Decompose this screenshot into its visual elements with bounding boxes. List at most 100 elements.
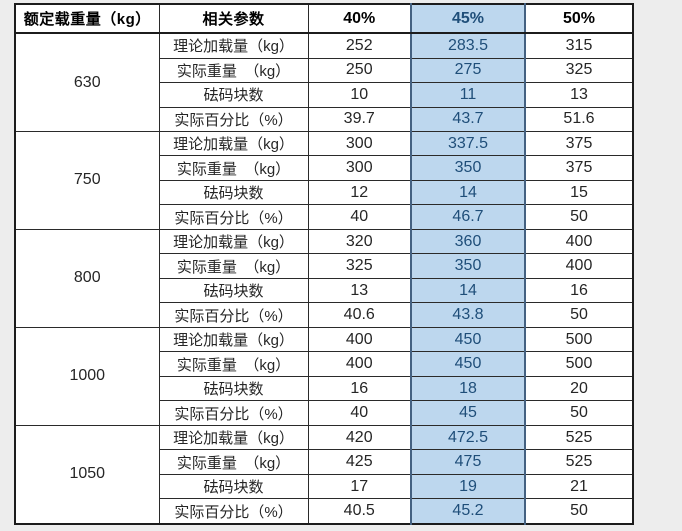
rated-load-cell: 750: [14, 131, 160, 230]
table-row: 砝码块数 17 19 21: [15, 473, 634, 500]
param-label-cell: 砝码块数: [158, 473, 309, 500]
table-row: 实际重量 （kg） 325 350 400: [15, 253, 634, 279]
header-rated-load: 额定载重量（kg）: [14, 3, 160, 34]
value-cell-50: 50: [524, 204, 634, 230]
value-cell-50: 50: [524, 302, 634, 328]
header-40pct: 40%: [307, 3, 412, 34]
value-cell-40: 400: [307, 326, 412, 353]
value-cell-45: 450: [410, 351, 526, 377]
table-row: 实际重量 （kg） 300 350 375: [15, 155, 634, 181]
param-label-cell: 理论加载量（kg）: [158, 32, 309, 59]
value-cell-50: 375: [524, 155, 634, 181]
param-label-cell: 理论加载量（kg）: [158, 228, 309, 255]
value-cell-45: 43.7: [410, 106, 526, 133]
value-cell-50: 16: [524, 277, 634, 304]
header-45pct: 45%: [410, 3, 526, 34]
param-label-cell: 砝码块数: [158, 375, 309, 402]
value-cell-40: 325: [307, 253, 412, 279]
value-cell-40: 400: [307, 351, 412, 377]
value-cell-40: 40: [307, 204, 412, 230]
table-row: 750 理论加载量（kg） 300 337.5 375: [14, 130, 634, 230]
value-cell-45: 350: [410, 253, 526, 279]
value-cell-45: 360: [410, 228, 526, 255]
table-row: 砝码块数 12 14 15: [15, 179, 634, 206]
param-label-cell: 理论加载量（kg）: [158, 130, 309, 157]
value-cell-45: 275: [410, 57, 526, 84]
value-cell-45: 46.7: [410, 204, 526, 230]
table-row: 800 理论加载量（kg） 320 360 400: [14, 228, 634, 328]
value-cell-50: 500: [524, 326, 634, 353]
table-header-row: 额定载重量（kg） 相关参数 40% 45% 50%: [14, 3, 634, 34]
value-cell-50: 21: [524, 473, 634, 500]
table-row: 砝码块数 16 18 20: [15, 375, 634, 402]
param-label-cell: 砝码块数: [158, 179, 309, 206]
param-label-cell: 实际百分比（%）: [158, 204, 309, 230]
value-cell-45: 11: [410, 82, 526, 108]
value-cell-50: 375: [524, 130, 634, 157]
table-row: 实际百分比（%） 40.5 45.2 50: [15, 498, 634, 525]
header-50pct: 50%: [524, 3, 634, 34]
value-cell-45: 350: [410, 155, 526, 181]
value-cell-45: 14: [410, 179, 526, 206]
value-cell-40: 425: [307, 449, 412, 475]
value-cell-50: 51.6: [524, 106, 634, 133]
param-label-cell: 砝码块数: [158, 277, 309, 304]
table-row: 实际百分比（%） 40.6 43.8 50: [15, 302, 634, 328]
table-row: 实际百分比（%） 40 45 50: [15, 400, 634, 426]
value-cell-50: 325: [524, 57, 634, 84]
value-cell-50: 525: [524, 449, 634, 475]
table-row: 实际百分比（%） 39.7 43.7 51.6: [15, 106, 634, 133]
table-row: 630 理论加载量（kg） 252 283.5 315: [14, 32, 634, 132]
value-cell-50: 13: [524, 82, 634, 108]
value-cell-45: 45: [410, 400, 526, 426]
value-cell-40: 40: [307, 400, 412, 426]
value-cell-45: 43.8: [410, 302, 526, 328]
param-label-cell: 实际重量 （kg）: [158, 253, 309, 279]
value-cell-40: 300: [307, 155, 412, 181]
table-row: 实际重量 （kg） 250 275 325: [15, 57, 634, 84]
value-cell-40: 250: [307, 57, 412, 84]
param-label-cell: 实际百分比（%）: [158, 106, 309, 133]
param-label-cell: 实际百分比（%）: [158, 498, 309, 525]
table-row: 1050 理论加载量（kg） 420 472.5 525: [14, 424, 634, 525]
table-row: 砝码块数 10 11 13: [15, 82, 634, 108]
value-cell-50: 400: [524, 228, 634, 255]
value-cell-45: 450: [410, 326, 526, 353]
value-cell-50: 20: [524, 375, 634, 402]
value-cell-40: 40.5: [307, 498, 412, 525]
param-label-cell: 实际重量 （kg）: [158, 57, 309, 84]
table-row: 砝码块数 13 14 16: [15, 277, 634, 304]
value-cell-45: 337.5: [410, 130, 526, 157]
value-cell-50: 315: [524, 32, 634, 59]
table-row: 实际百分比（%） 40 46.7 50: [15, 204, 634, 230]
value-cell-45: 472.5: [410, 424, 526, 451]
value-cell-50: 500: [524, 351, 634, 377]
param-label-cell: 实际百分比（%）: [158, 400, 309, 426]
value-cell-50: 50: [524, 498, 634, 525]
value-cell-45: 475: [410, 449, 526, 475]
param-label-cell: 实际重量 （kg）: [158, 449, 309, 475]
value-cell-45: 283.5: [410, 32, 526, 59]
value-cell-45: 14: [410, 277, 526, 304]
table-row: 实际重量 （kg） 425 475 525: [15, 449, 634, 475]
value-cell-40: 12: [307, 179, 412, 206]
value-cell-40: 13: [307, 277, 412, 304]
param-label-cell: 实际百分比（%）: [158, 302, 309, 328]
value-cell-50: 400: [524, 253, 634, 279]
value-cell-45: 19: [410, 473, 526, 500]
param-label-cell: 理论加载量（kg）: [158, 424, 309, 451]
param-label-cell: 实际重量 （kg）: [158, 351, 309, 377]
value-cell-40: 252: [307, 32, 412, 59]
value-cell-40: 420: [307, 424, 412, 451]
table-row: 1000 理论加载量（kg） 400 450 500: [14, 326, 634, 426]
rated-load-cell: 630: [14, 32, 160, 132]
value-cell-50: 525: [524, 424, 634, 451]
value-cell-50: 15: [524, 179, 634, 206]
param-label-cell: 砝码块数: [158, 82, 309, 108]
value-cell-50: 50: [524, 400, 634, 426]
rated-load-cell: 1000: [14, 326, 160, 426]
value-cell-40: 300: [307, 130, 412, 157]
value-cell-40: 16: [307, 375, 412, 402]
rated-load-cell: 800: [14, 228, 160, 328]
